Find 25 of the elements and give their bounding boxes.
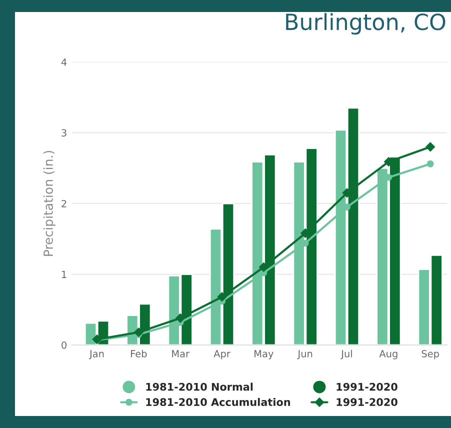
x-tick-label: Feb [131,350,147,358]
x-tick-label: Apr [214,350,230,360]
x-tick-label: Jan [89,350,104,360]
x-tick-label: Jul [340,350,352,360]
legend-label: 1981-2010 Accumulation [146,398,290,406]
legend-label: 1991-2020 [336,382,398,391]
point [426,160,434,168]
point [176,313,185,323]
y-tick-label: 0 [62,341,66,349]
point [134,328,144,337]
x-tick-label: Mar [172,350,190,358]
x-tick-label: Aug [379,350,398,360]
point [426,142,435,152]
chart-title: Burlington, CO [286,13,446,35]
y-tick-label: 4 [61,58,67,66]
legend-label: 1991-2020 [336,398,398,406]
y-tick-label: 2 [62,200,66,208]
y-tick-label: 1 [62,270,66,278]
legend-label: 1981-2010 Normal [146,382,253,391]
x-tick-label: Jun [297,350,312,360]
point [217,292,227,302]
y-axis-title: Precipitation (in.) [43,150,56,256]
x-tick-label: Sep [422,350,439,360]
x-tick-label: May [254,350,274,360]
y-tick-label: 3 [62,129,66,137]
